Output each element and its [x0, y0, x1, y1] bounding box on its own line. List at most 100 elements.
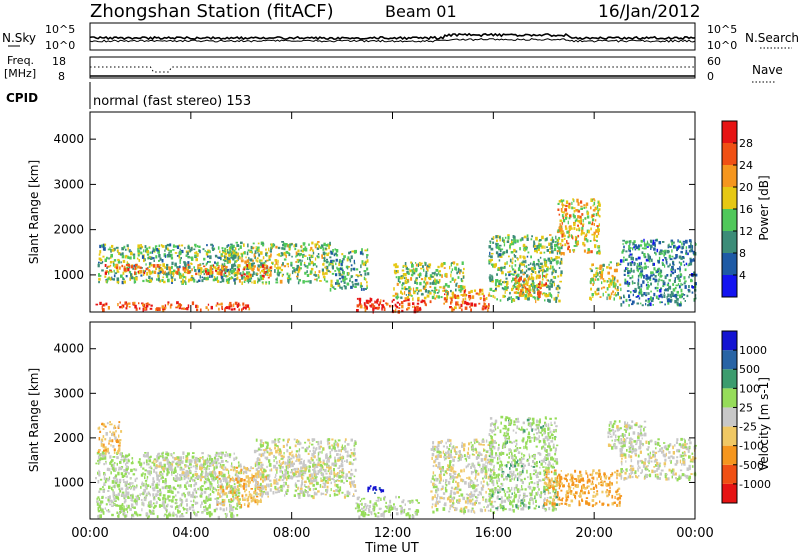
heatmap-cell — [200, 271, 202, 275]
heatmap-cell — [534, 296, 536, 300]
heatmap-cell — [171, 471, 173, 475]
heatmap-cell — [115, 263, 117, 267]
heatmap-cell — [145, 302, 149, 305]
heatmap-cell — [681, 242, 683, 246]
heatmap-cell — [117, 481, 119, 484]
heatmap-cell — [120, 506, 123, 511]
heatmap-cell — [230, 514, 233, 518]
heatmap-cell — [127, 472, 130, 475]
heatmap-cell — [112, 260, 115, 263]
heatmap-cell — [135, 277, 138, 281]
heatmap-cell — [676, 301, 679, 306]
heatmap-cell — [632, 247, 634, 251]
heatmap-cell — [503, 243, 506, 247]
heatmap-cell — [261, 444, 264, 447]
heatmap-cell — [176, 245, 180, 249]
heatmap-cell — [596, 239, 598, 242]
heatmap-cell — [536, 250, 538, 254]
heatmap-cell — [200, 268, 202, 272]
heatmap-cell — [170, 303, 173, 307]
heatmap-cell — [680, 257, 683, 260]
heatmap-cell — [547, 257, 550, 261]
heatmap-cell — [140, 473, 144, 477]
heatmap-cell — [481, 307, 485, 311]
heatmap-cell — [331, 265, 334, 269]
heatmap-cell — [366, 256, 368, 259]
heatmap-cell — [124, 248, 127, 251]
heatmap-cell — [601, 281, 603, 285]
heatmap-cell — [647, 281, 649, 284]
heatmap-cell — [287, 459, 290, 462]
heatmap-cell — [367, 272, 370, 276]
heatmap-cell — [576, 242, 578, 246]
heatmap-cell — [159, 488, 162, 492]
heatmap-cell — [619, 296, 621, 300]
heatmap-cell — [592, 213, 595, 216]
heatmap-cell — [321, 256, 324, 259]
heatmap-cell — [397, 293, 399, 297]
heatmap-cell — [134, 271, 136, 275]
heatmap-cell — [631, 260, 634, 264]
heatmap-cell — [193, 459, 196, 461]
heatmap-cell — [567, 242, 570, 245]
heatmap-cell — [589, 296, 592, 300]
heatmap-cell — [640, 302, 642, 305]
heatmap-cell — [170, 453, 173, 455]
heatmap-cell — [666, 261, 668, 265]
heatmap-cell — [593, 273, 596, 278]
heatmap-cell — [200, 493, 203, 496]
heatmap-cell — [383, 307, 386, 311]
heatmap-cell — [303, 247, 305, 252]
heatmap-cell — [631, 282, 634, 285]
heatmap-cell — [659, 275, 662, 278]
heatmap-cell — [246, 251, 249, 256]
heatmap-cell — [565, 212, 569, 216]
heatmap-cell — [212, 486, 215, 489]
heatmap-cell — [637, 286, 641, 289]
heatmap-cell — [122, 513, 124, 516]
heatmap-cell — [197, 266, 199, 270]
heatmap-cell — [454, 266, 457, 271]
heatmap-cell — [260, 277, 263, 281]
heatmap-cell — [194, 252, 197, 254]
heatmap-cell — [406, 268, 410, 271]
heatmap-cell — [324, 247, 327, 250]
heatmap-cell — [574, 240, 577, 244]
heatmap-cell — [208, 494, 211, 496]
freq-tick-top: 18 — [52, 55, 66, 68]
heatmap-cell — [683, 242, 685, 246]
heatmap-cell — [244, 490, 246, 493]
heatmap-cell — [242, 307, 244, 310]
heatmap-cell — [150, 256, 153, 260]
heatmap-cell — [324, 493, 327, 496]
heatmap-cell — [179, 503, 182, 507]
heatmap-cell — [140, 251, 143, 255]
heatmap-cell — [117, 271, 120, 273]
heatmap-cell — [404, 291, 406, 295]
heatmap-cell — [109, 430, 111, 433]
heatmap-cell — [286, 262, 289, 266]
heatmap-cell — [123, 461, 125, 464]
heatmap-cell — [597, 287, 600, 292]
heatmap-cell — [693, 271, 696, 275]
heatmap-cell — [432, 281, 435, 285]
heatmap-cell — [119, 506, 122, 511]
heatmap-cell — [259, 266, 262, 269]
heatmap-cell — [364, 304, 367, 309]
heatmap-cell — [277, 438, 279, 442]
heatmap-cell — [298, 462, 301, 465]
heatmap-cell — [276, 253, 280, 256]
heatmap-cell — [565, 227, 568, 230]
heatmap-cell — [213, 508, 217, 513]
heatmap-cell — [257, 248, 260, 252]
heatmap-cell — [125, 481, 128, 485]
heatmap-cell — [690, 248, 693, 251]
heatmap-cell — [529, 291, 531, 294]
heatmap-cell — [653, 244, 656, 246]
heatmap-cell — [102, 443, 105, 447]
heatmap-cell — [264, 266, 266, 270]
heatmap-cell — [108, 467, 111, 472]
heatmap-cell — [662, 241, 665, 243]
heatmap-cell — [245, 493, 248, 497]
heatmap-cell — [162, 501, 164, 503]
